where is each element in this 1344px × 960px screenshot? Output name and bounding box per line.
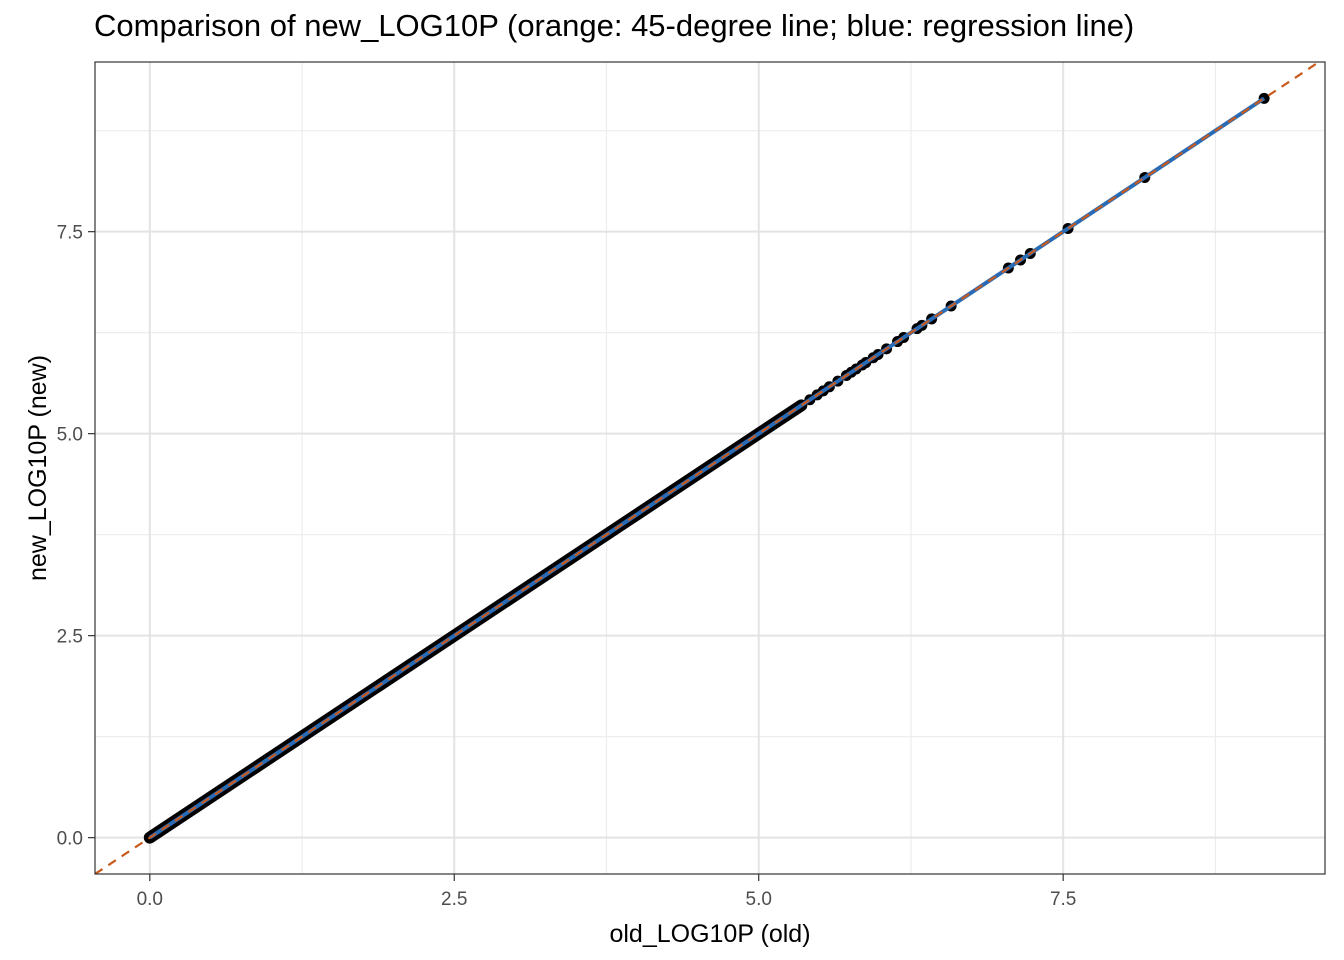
y-tick-label: 7.5 xyxy=(57,223,83,244)
y-tick-label: 5.0 xyxy=(57,425,83,446)
y-axis-title: new_LOG10P (new) xyxy=(24,355,52,581)
x-tick-label: 0.0 xyxy=(137,889,163,910)
axes: 0.0 2.5 5.0 7.5 0.0 2.5 5.0 7.5 xyxy=(57,223,1077,910)
chart-title: Comparison of new_LOG10P (orange: 45-deg… xyxy=(94,8,1135,43)
x-axis-title: old_LOG10P (old) xyxy=(609,920,810,948)
y-tick-label: 0.0 xyxy=(57,829,83,850)
data-layer xyxy=(95,62,1321,874)
x-tick-label: 2.5 xyxy=(441,889,467,910)
identity-line-45-degree xyxy=(95,62,1321,874)
x-tick-label: 5.0 xyxy=(746,889,772,910)
y-tick-label: 2.5 xyxy=(57,627,83,648)
x-tick-label: 7.5 xyxy=(1050,889,1076,910)
plot-panel-border xyxy=(94,61,1326,875)
